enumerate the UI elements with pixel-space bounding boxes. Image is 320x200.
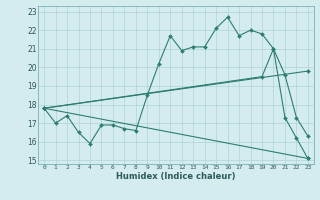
X-axis label: Humidex (Indice chaleur): Humidex (Indice chaleur)	[116, 172, 236, 181]
